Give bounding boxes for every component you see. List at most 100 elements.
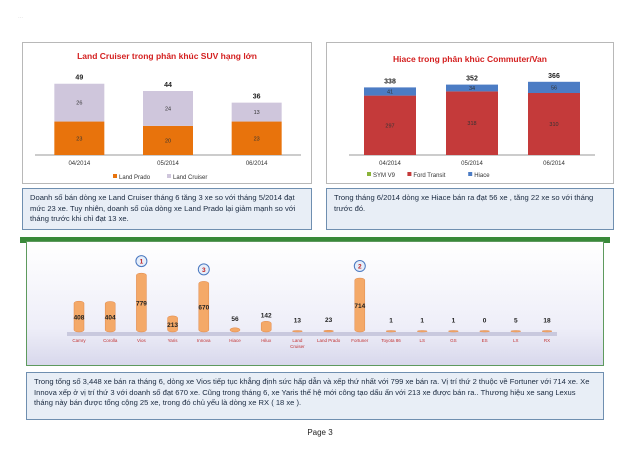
bar	[260, 321, 272, 333]
header-faint-text: ...	[18, 14, 24, 20]
chart-title: Hiace trong phân khúc Commuter/Van	[393, 54, 547, 64]
x-tick-label: RX	[544, 338, 550, 343]
x-tick-label: Corolla	[103, 338, 118, 343]
bar-segment	[446, 84, 498, 92]
value-label: 18	[543, 317, 551, 324]
bar-segment	[528, 81, 580, 93]
legend-label: Land Cruiser	[173, 175, 207, 181]
total-label: 352	[466, 76, 478, 83]
x-tick-label: 06/2014	[543, 161, 565, 167]
segment-label: 56	[551, 85, 557, 91]
segment-label: 41	[387, 90, 393, 96]
bar	[292, 330, 303, 333]
value-label: 56	[231, 316, 239, 323]
rank-label: 1	[140, 259, 144, 266]
bar	[104, 301, 116, 333]
bar	[229, 327, 241, 333]
segment-label: 26	[76, 101, 82, 107]
model-sales-chart-panel: 408 Camry 404 Corolla 779 Vios 213 Yaris 670 Inno…	[26, 241, 604, 366]
x-tick-label: Hilux	[261, 338, 272, 343]
legend-label: SYM V9	[373, 173, 396, 179]
bar-segment	[54, 121, 105, 155]
bar	[479, 330, 490, 333]
bar	[385, 330, 397, 333]
bar-segment	[231, 121, 282, 155]
x-tick-label: LS	[419, 338, 425, 343]
x-tick-label: 05/2014	[157, 161, 179, 167]
bar-segment	[54, 83, 105, 122]
value-label: 404	[105, 315, 116, 322]
x-tick-label: Innova	[197, 338, 211, 343]
bar-segment	[446, 91, 498, 155]
x-tick-label: Cruiser	[290, 344, 305, 349]
value-label: 1	[452, 317, 456, 324]
x-tick-label: 05/2014	[461, 161, 483, 167]
value-label: 714	[354, 303, 365, 310]
legend-swatch	[468, 172, 473, 176]
legend-label: Ford Transit	[413, 173, 445, 179]
rank-label: 2	[358, 264, 362, 271]
bar	[198, 281, 210, 333]
x-tick-label: Fortuner	[351, 338, 369, 343]
legend-label: Hiace	[474, 173, 490, 179]
segment-label: 20	[165, 138, 171, 144]
rank-badge	[197, 263, 210, 276]
x-tick-label: 04/2014	[379, 161, 401, 167]
x-tick-label: Yaris	[168, 338, 179, 343]
bar	[167, 315, 178, 333]
bar	[448, 330, 459, 333]
x-tick-label: Land Prado	[317, 338, 341, 343]
bar-segment	[364, 87, 416, 96]
value-label: 1	[389, 317, 393, 324]
value-label: 13	[294, 317, 302, 324]
value-label: 670	[198, 305, 209, 312]
rank-label: 3	[202, 267, 206, 274]
value-label: 408	[74, 315, 85, 322]
segment-label: 24	[165, 106, 171, 112]
segment-label: 318	[467, 121, 476, 127]
value-label: 5	[514, 317, 518, 324]
total-label: 338	[384, 78, 396, 85]
bar-segment	[143, 125, 193, 155]
bar-segment	[364, 95, 416, 155]
page-number: Page 3	[307, 428, 333, 437]
x-tick-label: ES	[482, 338, 488, 343]
bar	[136, 272, 147, 333]
x-tick-label: 04/2014	[68, 161, 90, 167]
bar	[323, 330, 334, 333]
value-label: 23	[325, 317, 333, 324]
x-tick-label: Land	[292, 338, 303, 343]
chart-floor	[67, 332, 557, 336]
x-tick-label: Camry	[72, 338, 86, 343]
hiace-chart: 297 41 338 04/2014 318 34 352 05/2014 310 56 366 06…	[349, 73, 595, 179]
value-label: 213	[167, 322, 178, 329]
bar	[541, 330, 553, 333]
chart-title: Land Cruiser trong phân khúc SUV hạng lớ…	[77, 51, 257, 61]
segment-label: 23	[254, 136, 260, 142]
segment-label: 297	[385, 123, 394, 129]
bar	[73, 300, 85, 333]
legend-swatch	[407, 172, 412, 176]
x-tick-label: LX	[513, 338, 519, 343]
legend-swatch	[367, 172, 371, 176]
value-label: 1	[420, 317, 424, 324]
bar-segment	[143, 91, 193, 126]
rank-badge	[353, 260, 366, 273]
bar-segment	[528, 93, 580, 155]
bar	[510, 330, 522, 333]
bar	[354, 277, 366, 333]
x-tick-label: Toyota 86	[381, 338, 401, 343]
hiace-note: Trong tháng 6/2014 dòng xe Hiace bán ra …	[326, 188, 614, 230]
land-cruiser-note: Doanh số bán dòng xe Land Cruiser tháng …	[22, 188, 312, 230]
total-label: 36	[253, 94, 261, 101]
rank-badge	[135, 255, 148, 268]
x-tick-label: Vios	[137, 338, 146, 343]
value-label: 779	[136, 301, 147, 308]
land-cruiser-chart: 23 26 49 04/2014 20 24 44 05/2014 23 13 36 06/2014 L…	[35, 75, 301, 181]
segment-label: 23	[76, 136, 82, 142]
legend-label: Land Prado	[119, 175, 151, 181]
bar-segment	[231, 102, 282, 122]
summary-note: Trong tổng số 3,448 xe bán ra tháng 6, d…	[26, 372, 604, 420]
x-tick-label: Hiace	[229, 338, 241, 343]
hiace-chart-panel: Hiace trong phân khúc Commuter/Van 297 41…	[326, 42, 614, 184]
